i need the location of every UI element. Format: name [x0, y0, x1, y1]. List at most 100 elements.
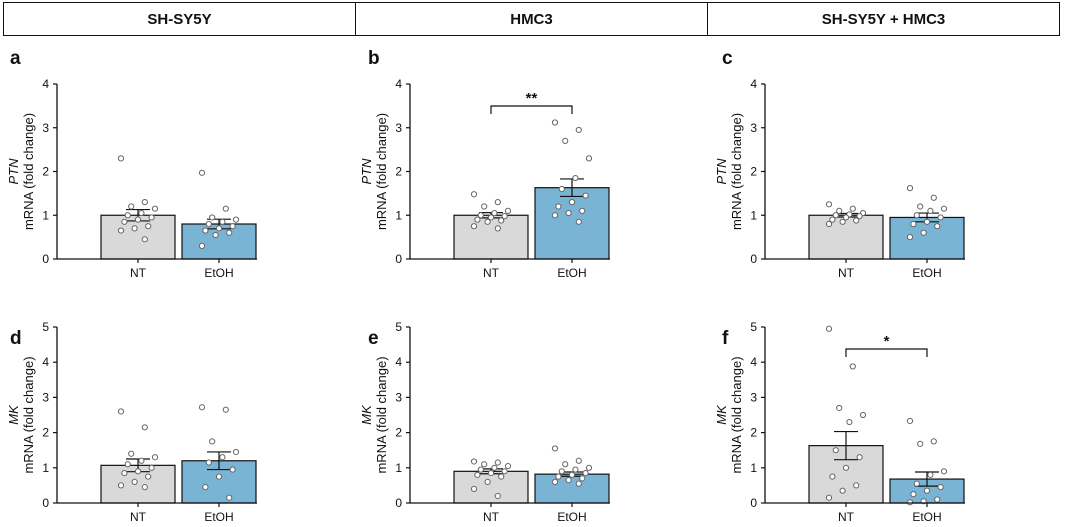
y-axis-gene-label: PTN [359, 158, 374, 185]
data-point [917, 440, 924, 447]
data-point [836, 404, 843, 412]
data-point [470, 485, 478, 493]
data-point [117, 408, 125, 415]
data-point [141, 199, 148, 206]
panel-letter-d: d [10, 328, 22, 349]
data-point [937, 214, 944, 221]
data-point [117, 482, 125, 489]
data-point [232, 448, 240, 456]
data-point [849, 205, 856, 212]
data-point [202, 227, 209, 234]
data-point [124, 461, 131, 468]
x-tick-label-etoh: EtOH [557, 266, 586, 280]
data-point [937, 484, 944, 491]
data-point [555, 473, 562, 480]
y-tick-label: 4 [42, 77, 49, 91]
panel-letter-f: f [722, 328, 729, 349]
y-tick-label: 3 [750, 390, 757, 404]
x-tick-label-nt: NT [838, 266, 855, 280]
data-point [151, 454, 159, 461]
y-tick-label: 1 [750, 208, 757, 222]
y-tick-label: 2 [42, 165, 49, 179]
data-point [477, 212, 484, 219]
data-point [134, 468, 142, 475]
data-point [551, 445, 559, 452]
data-point [121, 218, 128, 225]
data-point [494, 199, 501, 206]
data-point [494, 225, 501, 232]
data-point [551, 119, 559, 126]
y-axis-unit-label: mRNA (fold change) [374, 113, 389, 230]
data-point [842, 464, 850, 471]
significance-label: * [884, 333, 890, 350]
data-point [148, 464, 155, 471]
data-point [825, 201, 833, 208]
y-axis-unit-label: mRNA (fold change) [729, 356, 744, 473]
data-point [498, 217, 505, 224]
data-point [575, 480, 582, 487]
data-point [910, 491, 917, 498]
significance-label: ** [526, 90, 538, 107]
bar-etoh [534, 187, 610, 260]
data-point [575, 126, 582, 134]
data-point [117, 155, 125, 162]
panel-letter-e: e [368, 328, 379, 349]
data-point [229, 466, 236, 473]
data-point [212, 231, 219, 239]
data-point [856, 213, 863, 220]
data-point [205, 459, 212, 466]
data-point [141, 424, 148, 431]
chart-panel-b: b NT EtOH 0 1 2 3 4 PTN mRNA (fold change) ** [359, 48, 610, 280]
y-tick-label: 4 [395, 77, 402, 91]
y-tick-label: 3 [395, 121, 402, 135]
data-point [145, 473, 152, 480]
data-point [477, 466, 484, 473]
data-point [229, 223, 236, 230]
y-axis-gene-label: PTN [6, 158, 21, 185]
data-point [494, 492, 501, 500]
data-point [927, 207, 934, 214]
data-point [558, 185, 565, 193]
y-tick-label: 0 [750, 252, 757, 266]
chart-panel-d: d NT EtOH 0 1 2 3 4 5 MK mRNA (fold change) [6, 320, 257, 524]
y-tick-label: 5 [750, 320, 757, 334]
data-point [846, 418, 853, 426]
data-point [202, 484, 209, 491]
data-point [198, 169, 206, 176]
data-point [491, 209, 498, 217]
data-point [504, 207, 512, 214]
y-tick-label: 4 [42, 355, 49, 369]
y-tick-label: 3 [42, 121, 49, 135]
y-tick-label: 4 [395, 355, 402, 369]
data-point [555, 203, 562, 210]
y-tick-label: 2 [42, 426, 49, 440]
data-point [856, 454, 863, 461]
y-tick-label: 2 [395, 165, 402, 179]
data-point [138, 209, 145, 217]
data-point [920, 229, 927, 236]
data-point [198, 404, 206, 411]
data-point [832, 212, 839, 219]
panel-letter-a: a [10, 48, 21, 69]
y-axis-gene-label: MK [6, 404, 21, 425]
data-point [568, 471, 576, 478]
data-point [565, 209, 572, 217]
data-point [913, 212, 920, 219]
x-tick-label-etoh: EtOH [557, 510, 586, 524]
data-point [219, 218, 226, 225]
data-point [579, 207, 586, 214]
data-point [501, 213, 508, 220]
data-point [853, 217, 860, 224]
column-header-hmc3: HMC3 [355, 3, 707, 35]
y-tick-label: 2 [395, 426, 402, 440]
bar-nt [808, 214, 884, 260]
data-point [940, 205, 948, 212]
data-point [859, 411, 867, 419]
data-point [504, 462, 512, 470]
data-point [484, 478, 491, 485]
data-point [198, 242, 206, 249]
y-tick-label: 2 [750, 426, 757, 440]
data-point [930, 438, 937, 445]
data-point [209, 214, 216, 221]
significance-bracket [490, 105, 573, 114]
